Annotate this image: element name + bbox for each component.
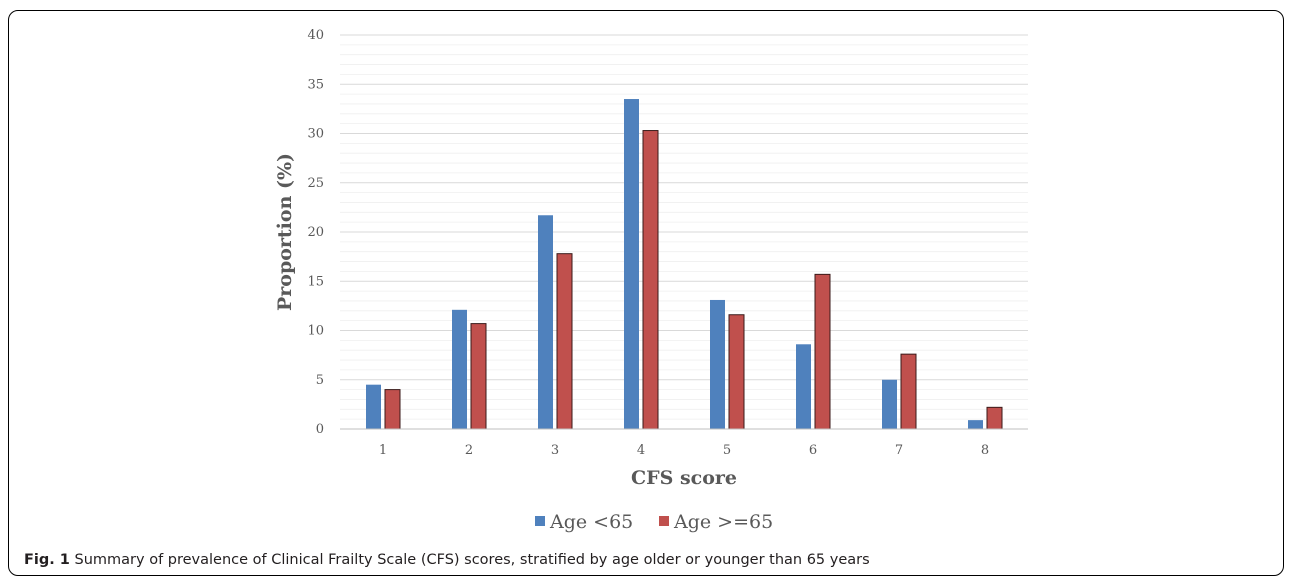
gridlines: [340, 34, 1028, 420]
caption-text: Summary of prevalence of Clinical Frailt…: [69, 552, 870, 568]
bar-age-65-plus: [900, 353, 917, 430]
x-tick-label: 1: [379, 443, 387, 458]
x-axis-title: CFS score: [631, 467, 737, 489]
bars: [366, 99, 1003, 430]
legend-swatch: [659, 516, 669, 526]
figure-label: Fig. 1: [24, 552, 70, 568]
bar-age-under-65: [796, 344, 811, 429]
y-tick-label: 0: [316, 422, 324, 437]
legend-label: Age <65: [549, 511, 633, 533]
bar-age-65-plus: [384, 389, 401, 430]
bar-age-65-plus: [642, 130, 659, 430]
bar-age-under-65: [538, 215, 553, 429]
x-tick-label: 8: [981, 443, 989, 458]
x-tick-label: 5: [723, 443, 731, 458]
legend-swatch: [535, 516, 545, 526]
y-tick-label: 30: [307, 127, 324, 142]
bar-age-65-plus: [728, 314, 745, 430]
legend: Age <65 Age >=65: [535, 511, 773, 533]
y-tick-label: 5: [316, 373, 324, 388]
bar-age-65-plus: [556, 253, 573, 430]
bar-age-65-plus: [986, 406, 1003, 430]
y-axis-title: Proportion (%): [274, 153, 296, 311]
bar-age-under-65: [452, 309, 467, 429]
y-tick-label: 20: [307, 225, 324, 240]
x-tick-label: 4: [637, 443, 645, 458]
bar-age-under-65: [366, 384, 381, 429]
y-tick-label: 40: [307, 28, 324, 43]
bar-age-65-plus: [814, 273, 831, 430]
y-tick-labels: 0 5 10 15 20 25 30 35 40: [307, 28, 324, 437]
bar-age-65-plus: [470, 323, 487, 430]
x-tick-label: 6: [809, 443, 817, 458]
y-tick-label: 10: [307, 324, 324, 339]
legend-label: Age >=65: [673, 511, 773, 533]
bar-age-under-65: [882, 379, 897, 429]
y-tick-label: 15: [307, 274, 324, 289]
bar-age-under-65: [710, 299, 725, 429]
y-tick-label: 35: [307, 77, 324, 92]
x-tick-labels: 1 2 3 4 5 6 7 8: [379, 443, 989, 458]
bar-age-under-65: [968, 420, 983, 429]
y-tick-label: 25: [307, 176, 324, 191]
bar-age-under-65: [624, 99, 639, 430]
x-tick-label: 3: [551, 443, 559, 458]
figure-caption: Fig. 1 Summary of prevalence of Clinical…: [24, 552, 1274, 568]
x-tick-label: 7: [895, 443, 903, 458]
x-tick-label: 2: [465, 443, 473, 458]
